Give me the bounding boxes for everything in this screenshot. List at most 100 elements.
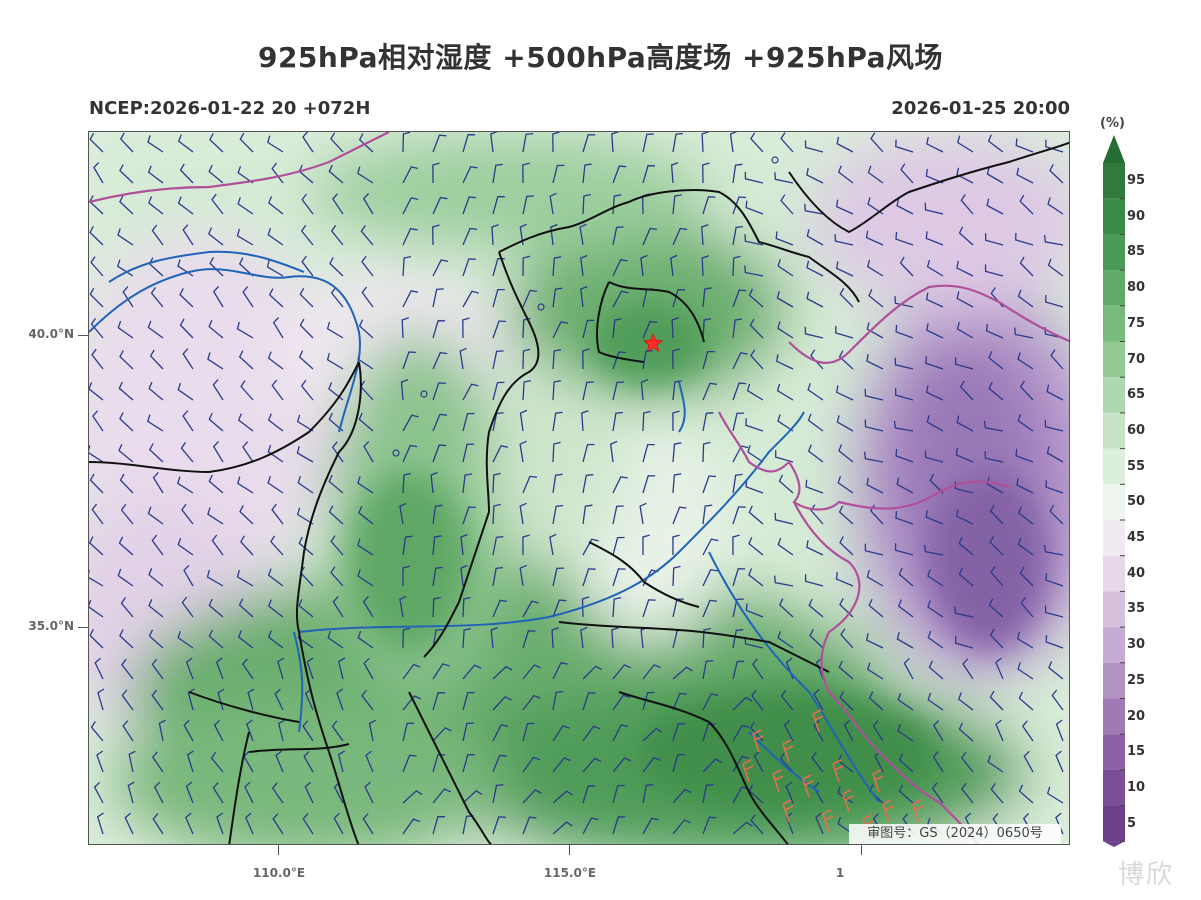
wind-barb [238,598,254,618]
wind-barb [777,631,794,649]
wind-barb [158,719,166,742]
city-markers [392,156,779,457]
wind-barb [492,258,505,277]
wind-barb [186,750,194,773]
wind-barb [611,627,619,649]
wind-barb [956,415,974,432]
wind-barb [432,596,441,618]
wind-barb [925,356,944,370]
wind-barb [432,663,450,680]
wind-barb [927,569,944,587]
wind-barb [672,723,686,742]
colorbar-segment [1103,698,1125,735]
wind-barb [208,164,224,184]
wind-barb [297,475,314,494]
wind-barb [779,752,794,773]
wind-barb [552,567,564,587]
wind-barb [153,781,164,804]
wind-barb [522,534,530,556]
wind-barb [990,783,1004,804]
wind-barb [277,657,285,680]
wind-barb [237,476,254,494]
wind-barb [989,535,1004,556]
wind-barb [894,296,914,308]
wind-barb [519,564,527,587]
wind-barb [893,420,914,432]
strong-wind-barb [782,739,794,763]
valid-time-label: 2026-01-25 20:00 [891,98,1070,119]
wind-barb [462,722,475,742]
wind-barb [732,568,746,587]
wind-barb [179,288,194,308]
wind-barb [989,690,1004,711]
wind-barb [612,318,622,339]
province-boundaries [89,141,1069,844]
wind-barb [492,288,505,308]
wind-barb [960,751,974,773]
wind-barb [924,450,944,463]
lat-tick-35 [78,627,88,628]
wind-barb [462,317,470,339]
wind-barb [522,816,537,835]
wind-barb [955,447,974,463]
wind-barb [90,256,104,277]
wind-barb [365,750,374,773]
wind-barb [552,757,571,773]
wind-barb [519,223,527,246]
wind-barb [777,537,794,556]
wind-barb [866,477,884,494]
wind-barb [357,630,374,649]
wind-barb [745,200,764,215]
wind-barb [751,658,764,680]
wind-barb [358,133,374,153]
wind-barb [552,504,564,525]
wind-barb [462,227,478,246]
wind-barb [838,444,854,463]
wind-barb [581,596,590,618]
wind-barb [119,195,134,215]
wind-barb [492,724,509,742]
lon-tick-115 [569,845,570,855]
wind-barb [732,506,746,525]
wind-barb [179,163,194,184]
wind-barb [732,352,748,370]
wind-barb [552,662,568,680]
wind-barb [642,727,663,742]
wind-barb [702,723,716,742]
wind-barb [177,134,194,153]
wind-barb [242,658,254,680]
wind-barb [732,821,753,835]
wind-barb [672,442,682,463]
wind-barb [582,443,595,463]
wind-barb [1046,446,1064,463]
wind-barb [89,382,104,401]
wind-barb [552,132,560,153]
wind-barb [182,348,194,370]
wind-barb [1044,544,1064,556]
wind-barb [986,477,1004,494]
strong-wind-barb [772,769,784,793]
wind-barb [732,196,747,215]
wind-barb [402,414,419,432]
wind-barb [672,227,688,246]
watermark: 博欣 [848,852,1188,892]
wind-barb [612,411,623,432]
wind-barb [582,538,599,556]
wind-barb [783,719,794,742]
wind-barb [177,196,194,215]
wind-barb [1017,413,1034,432]
wind-barb [612,290,629,308]
colorbar-unit: (%) [1100,116,1125,131]
wind-barb [672,132,683,153]
wind-barb [672,565,681,587]
wind-barb [363,657,374,680]
wind-barb [956,321,974,339]
wind-barb [306,657,314,680]
wind-barb [702,816,717,835]
wind-barb [236,228,254,246]
wind-barb [296,414,314,432]
wind-barb [701,255,710,277]
wind-barb [642,475,656,494]
wind-barb [215,657,224,680]
wind-barb [552,348,562,370]
